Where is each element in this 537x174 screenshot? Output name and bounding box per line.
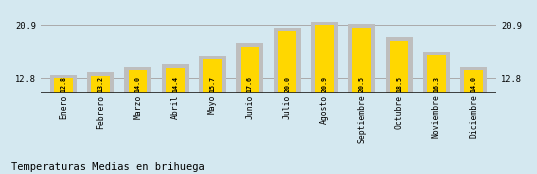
- Text: 20.9: 20.9: [322, 76, 328, 92]
- Text: 13.2: 13.2: [98, 76, 104, 92]
- Bar: [125, 67, 151, 93]
- Bar: [465, 70, 483, 93]
- Text: 14.0: 14.0: [135, 76, 141, 92]
- Text: 12.8: 12.8: [60, 76, 66, 92]
- Text: 14.4: 14.4: [172, 76, 178, 92]
- Bar: [460, 67, 487, 93]
- Bar: [349, 25, 375, 93]
- Bar: [236, 43, 263, 93]
- Bar: [311, 22, 338, 93]
- Bar: [166, 68, 185, 93]
- Bar: [386, 37, 412, 93]
- Text: 20.5: 20.5: [359, 76, 365, 92]
- Text: 20.0: 20.0: [284, 76, 290, 92]
- Bar: [128, 70, 147, 93]
- Bar: [423, 52, 450, 93]
- Bar: [315, 25, 334, 93]
- Bar: [352, 28, 371, 93]
- Bar: [199, 56, 226, 93]
- Bar: [390, 41, 409, 93]
- Bar: [91, 76, 110, 93]
- Bar: [427, 55, 446, 93]
- Text: Temperaturas Medias en brihuega: Temperaturas Medias en brihuega: [11, 162, 205, 172]
- Text: 15.7: 15.7: [209, 76, 215, 92]
- Text: 18.5: 18.5: [396, 76, 402, 92]
- Text: 14.0: 14.0: [471, 76, 477, 92]
- Bar: [54, 78, 72, 93]
- Bar: [50, 75, 77, 93]
- Bar: [241, 47, 259, 93]
- Text: 17.6: 17.6: [247, 76, 253, 92]
- Bar: [87, 72, 114, 93]
- Bar: [274, 28, 301, 93]
- Bar: [162, 64, 188, 93]
- Bar: [278, 31, 296, 93]
- Text: 16.3: 16.3: [433, 76, 439, 92]
- Bar: [203, 59, 222, 93]
